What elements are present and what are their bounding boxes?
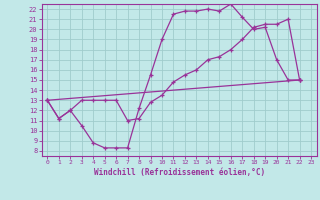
X-axis label: Windchill (Refroidissement éolien,°C): Windchill (Refroidissement éolien,°C) (94, 168, 265, 177)
